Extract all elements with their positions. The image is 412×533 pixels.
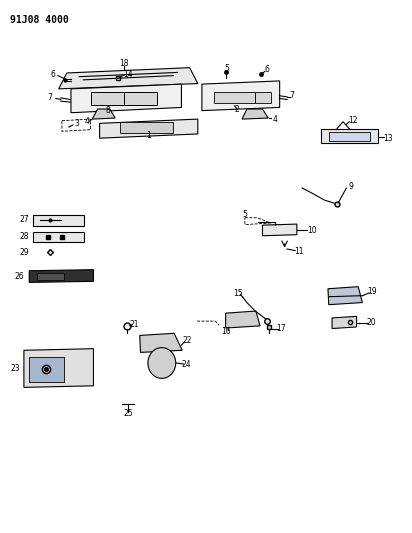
Text: 3: 3 xyxy=(75,119,80,128)
Text: 11: 11 xyxy=(295,247,304,256)
Text: 14: 14 xyxy=(124,69,133,78)
Polygon shape xyxy=(140,333,182,352)
Polygon shape xyxy=(226,311,260,328)
Text: 19: 19 xyxy=(367,287,377,296)
Bar xyxy=(255,92,272,103)
Bar xyxy=(120,122,173,133)
Bar xyxy=(91,92,149,105)
Text: 20: 20 xyxy=(367,318,377,327)
Polygon shape xyxy=(202,81,280,111)
Text: 28: 28 xyxy=(19,232,29,241)
Text: 13: 13 xyxy=(383,134,393,143)
Text: 21: 21 xyxy=(130,320,139,329)
Bar xyxy=(214,92,255,103)
Bar xyxy=(33,232,84,241)
Text: 29: 29 xyxy=(19,248,29,257)
Polygon shape xyxy=(24,349,94,387)
Text: 5: 5 xyxy=(242,210,247,219)
Text: 17: 17 xyxy=(276,324,286,333)
Text: 27: 27 xyxy=(19,215,29,224)
Polygon shape xyxy=(328,287,362,305)
Polygon shape xyxy=(262,224,297,236)
Polygon shape xyxy=(321,128,378,143)
Text: 26: 26 xyxy=(15,271,25,280)
Text: 16: 16 xyxy=(221,327,230,336)
Text: 8: 8 xyxy=(105,106,110,115)
Text: 24: 24 xyxy=(182,360,191,368)
Bar xyxy=(329,132,370,141)
Text: 4: 4 xyxy=(272,115,277,124)
Polygon shape xyxy=(332,317,357,328)
Bar xyxy=(124,92,157,105)
Text: 23: 23 xyxy=(11,364,21,373)
Text: 7: 7 xyxy=(290,91,295,100)
Text: 18: 18 xyxy=(119,60,129,68)
Text: 9: 9 xyxy=(349,182,354,191)
Polygon shape xyxy=(71,84,181,113)
Polygon shape xyxy=(29,270,94,282)
Text: 25: 25 xyxy=(124,409,133,418)
Text: 7: 7 xyxy=(47,93,52,102)
Text: 91J08 4000: 91J08 4000 xyxy=(9,14,68,25)
Polygon shape xyxy=(100,119,198,138)
Polygon shape xyxy=(92,109,115,119)
Ellipse shape xyxy=(148,348,176,378)
Text: 10: 10 xyxy=(308,226,317,235)
Text: 15: 15 xyxy=(233,289,243,298)
Text: 1: 1 xyxy=(146,131,151,140)
Text: 5: 5 xyxy=(224,64,229,73)
Bar xyxy=(37,273,64,280)
Text: 12: 12 xyxy=(348,116,357,125)
Text: 4: 4 xyxy=(85,117,90,126)
Text: 2: 2 xyxy=(234,105,239,114)
Text: 22: 22 xyxy=(183,336,192,345)
Bar xyxy=(29,357,64,382)
Bar xyxy=(33,215,84,226)
Text: 6: 6 xyxy=(50,70,55,79)
Text: 6: 6 xyxy=(265,65,270,74)
Polygon shape xyxy=(242,109,268,119)
Polygon shape xyxy=(59,68,198,89)
